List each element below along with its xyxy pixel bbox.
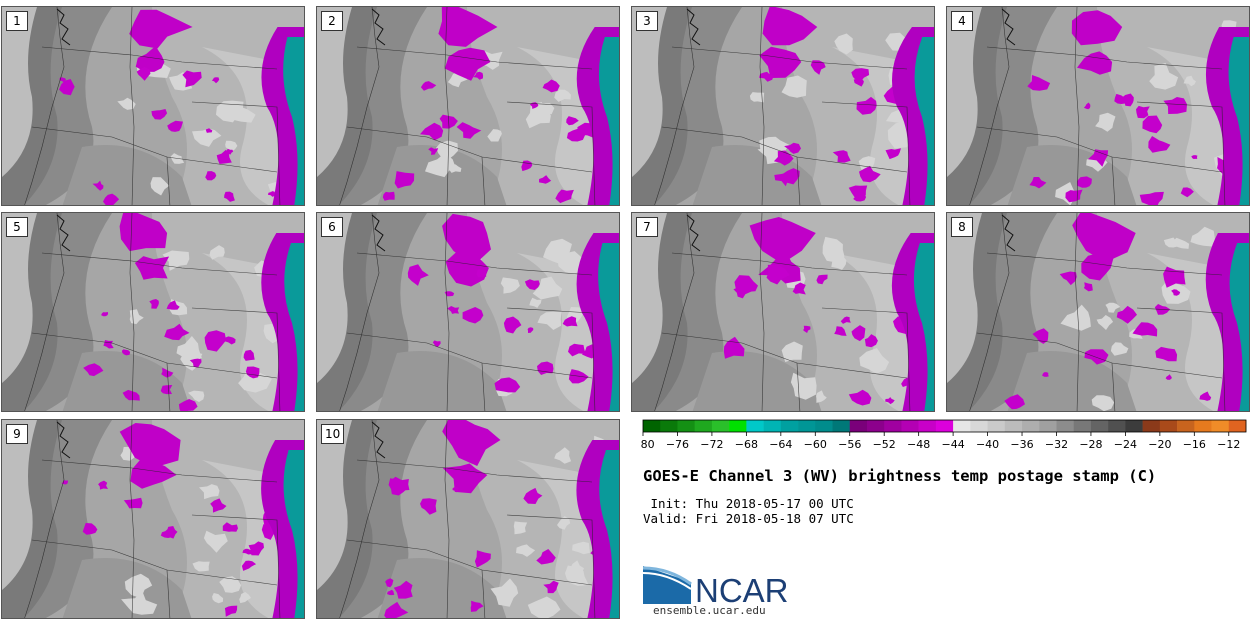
colorbar-bin bbox=[1004, 420, 1023, 432]
colorbar-tick-label: −24 bbox=[1114, 438, 1137, 451]
colorbar-bin bbox=[1211, 420, 1230, 432]
ncar-logo: NCAR bbox=[642, 566, 789, 606]
colorbar-bin bbox=[1177, 420, 1195, 432]
colorbar-tick-label: −40 bbox=[976, 438, 999, 451]
colorbar-bin bbox=[694, 420, 713, 432]
colorbar-bin bbox=[815, 420, 833, 432]
colorbar-bin bbox=[1022, 420, 1040, 432]
logo-text: NCAR bbox=[695, 572, 789, 606]
water-vapor-map bbox=[947, 213, 1249, 411]
water-vapor-map bbox=[632, 7, 934, 205]
colorbar-tick-label: −56 bbox=[838, 438, 861, 451]
colorbar-bin bbox=[987, 420, 1006, 432]
colorbar-bin bbox=[1073, 420, 1092, 432]
colorbar-bin bbox=[1142, 420, 1161, 432]
page-title: GOES-E Channel 3 (WV) brightness temp po… bbox=[643, 467, 1157, 485]
water-vapor-map bbox=[2, 420, 304, 618]
panel-number-label: 10 bbox=[321, 424, 345, 444]
colorbar-bin bbox=[935, 420, 954, 432]
map-panel-7: 7 bbox=[631, 212, 935, 412]
colorbar-tick-label: −36 bbox=[1010, 438, 1033, 451]
colorbar-bin bbox=[884, 420, 902, 432]
panel-number-label: 6 bbox=[321, 217, 343, 237]
map-panel-9: 9 bbox=[1, 419, 305, 619]
colorbar-tick-label: −28 bbox=[1079, 438, 1102, 451]
valid-time: Valid: Fri 2018-05-18 07 UTC bbox=[643, 511, 854, 526]
colorbar-bin bbox=[763, 420, 782, 432]
colorbar-bin bbox=[918, 420, 937, 432]
map-panel-4: 4 bbox=[946, 6, 1250, 206]
colorbar-tick-label: −72 bbox=[700, 438, 723, 451]
colorbar-bin bbox=[729, 420, 747, 432]
colorbar-bin bbox=[901, 420, 919, 432]
map-panel-6: 6 bbox=[316, 212, 620, 412]
water-vapor-map bbox=[947, 7, 1249, 205]
colorbar-tick-label: −20 bbox=[1148, 438, 1171, 451]
colorbar-tick-label: −16 bbox=[1183, 438, 1206, 451]
colorbar-bin bbox=[849, 420, 868, 432]
colorbar-bin bbox=[1056, 420, 1075, 432]
map-panel-5: 5 bbox=[1, 212, 305, 412]
map-panel-10: 10 bbox=[316, 419, 620, 619]
colorbar-bin bbox=[866, 420, 885, 432]
colorbar-bin bbox=[953, 420, 971, 432]
colorbar-bin bbox=[746, 420, 764, 432]
colorbar-tick-label: −12 bbox=[1217, 438, 1240, 451]
colorbar-bin bbox=[1039, 420, 1057, 432]
water-vapor-map bbox=[317, 7, 619, 205]
water-vapor-map bbox=[2, 7, 304, 205]
water-vapor-map bbox=[317, 213, 619, 411]
map-panel-1: 1 bbox=[1, 6, 305, 206]
colorbar-tick-label: −44 bbox=[942, 438, 965, 451]
water-vapor-map bbox=[317, 420, 619, 618]
colorbar-bin bbox=[1125, 420, 1143, 432]
colorbar-bin bbox=[711, 420, 730, 432]
colorbar-tick-label: −48 bbox=[907, 438, 930, 451]
colorbar-bin bbox=[832, 420, 851, 432]
panel-number-label: 8 bbox=[951, 217, 973, 237]
colorbar-tick-label: −68 bbox=[735, 438, 758, 451]
colorbar-bin bbox=[643, 420, 661, 432]
colorbar-tick-label: −52 bbox=[873, 438, 896, 451]
colorbar-tick-label: −64 bbox=[769, 438, 792, 451]
colorbar-bin bbox=[798, 420, 816, 432]
panel-number-label: 7 bbox=[636, 217, 658, 237]
colorbar-bin bbox=[1194, 420, 1212, 432]
panel-number-label: 2 bbox=[321, 11, 343, 31]
colorbar-bin bbox=[677, 420, 695, 432]
water-vapor-map bbox=[2, 213, 304, 411]
panel-number-label: 4 bbox=[951, 11, 973, 31]
panel-number-label: 3 bbox=[636, 11, 658, 31]
colorbar-tick-label: −32 bbox=[1045, 438, 1068, 451]
colorbar-tick-label: −60 bbox=[804, 438, 827, 451]
colorbar-bin bbox=[660, 420, 678, 432]
map-panel-3: 3 bbox=[631, 6, 935, 206]
panel-number-label: 1 bbox=[6, 11, 28, 31]
map-panel-2: 2 bbox=[316, 6, 620, 206]
colorbar-bin bbox=[1108, 420, 1126, 432]
colorbar-bin bbox=[1090, 420, 1109, 432]
init-time: Init: Thu 2018-05-17 00 UTC bbox=[643, 496, 854, 511]
colorbar-tick-label: −80 bbox=[640, 438, 655, 451]
panel-number-label: 9 bbox=[6, 424, 28, 444]
colorbar-tick-label: −76 bbox=[666, 438, 689, 451]
map-panel-8: 8 bbox=[946, 212, 1250, 412]
panel-number-label: 5 bbox=[6, 217, 28, 237]
site-url: ensemble.ucar.edu bbox=[653, 604, 766, 617]
colorbar-bin bbox=[780, 420, 799, 432]
colorbar-bin bbox=[970, 420, 988, 432]
colorbar: −80−76−72−68−64−60−56−52−48−44−40−36−32−… bbox=[640, 419, 1247, 451]
water-vapor-map bbox=[632, 213, 934, 411]
colorbar-bin bbox=[1228, 420, 1247, 432]
colorbar-frame bbox=[642, 419, 1247, 433]
colorbar-bin bbox=[1159, 420, 1178, 432]
